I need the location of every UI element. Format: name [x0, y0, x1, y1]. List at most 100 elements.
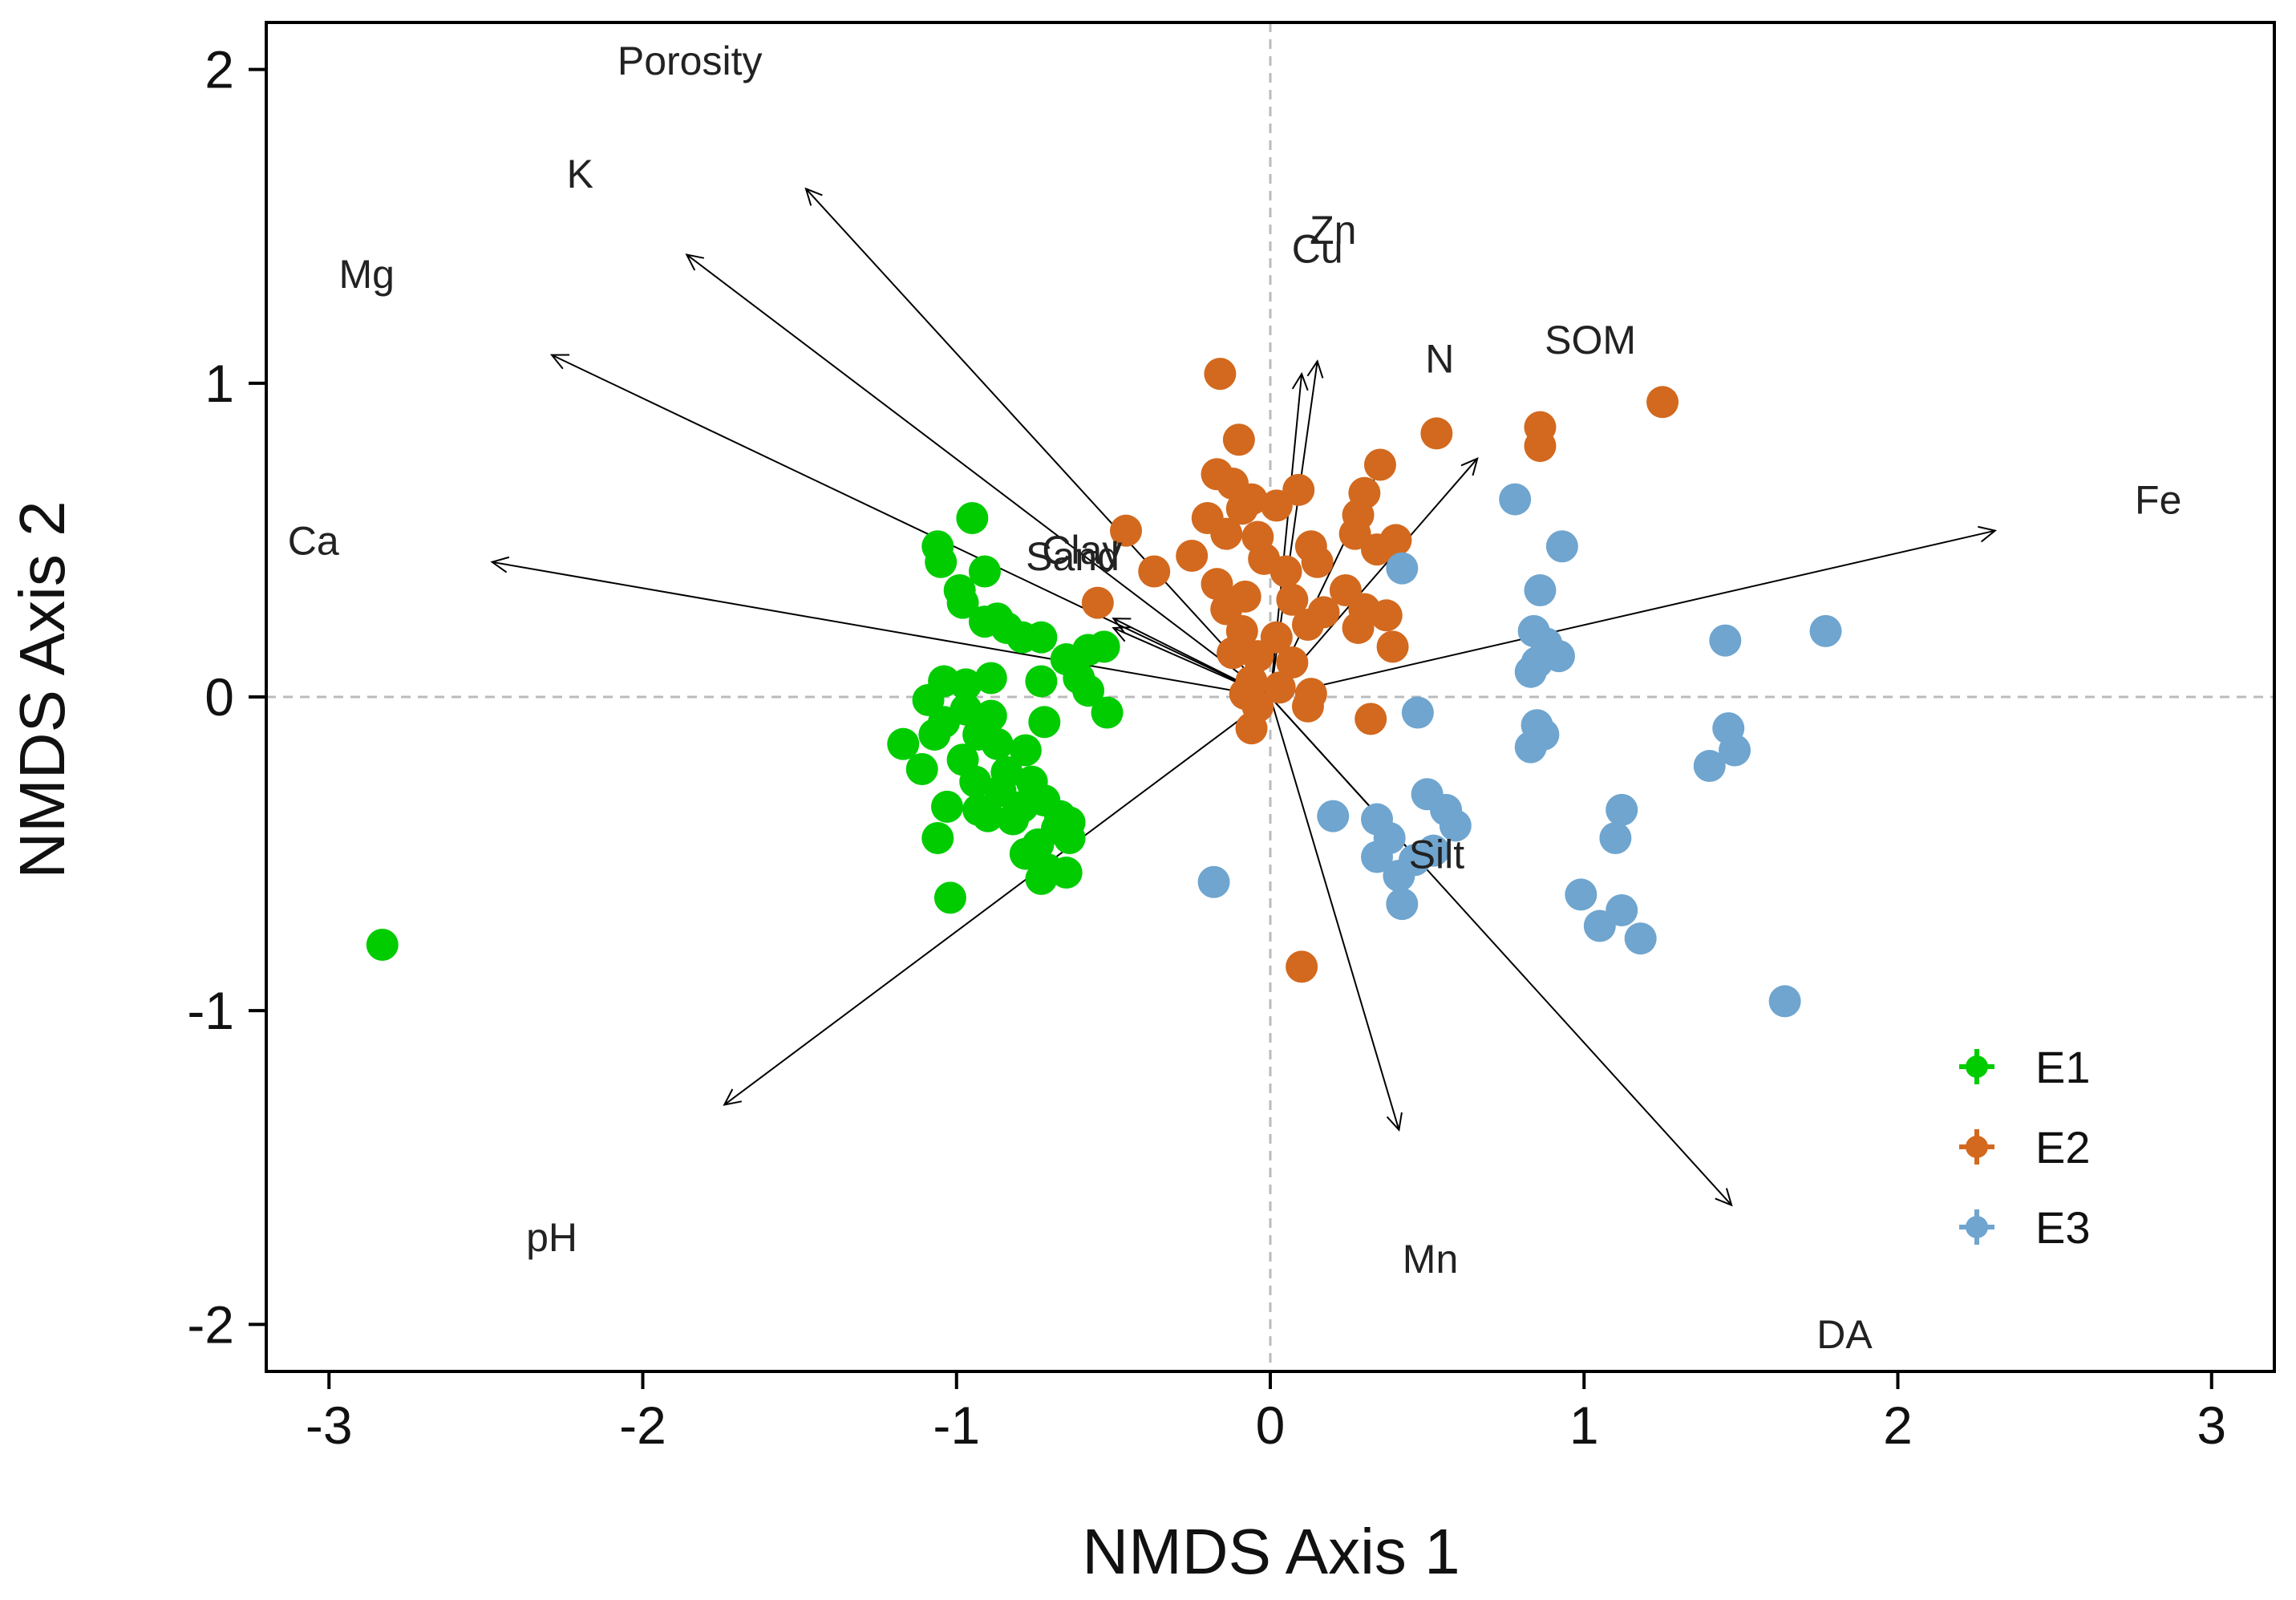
vector-arrowhead-K: [685, 253, 705, 271]
x-axis-title: NMDS Axis 1: [1082, 1516, 1460, 1587]
legend-label-E1: E1: [2035, 1042, 2091, 1092]
vector-label-Mg: Mg: [338, 252, 394, 297]
vector-label-DA: DA: [1816, 1312, 1873, 1357]
point-E3: [1317, 800, 1350, 832]
vector-label-Ca: Ca: [288, 518, 339, 563]
point-E3: [1606, 793, 1638, 826]
point-E2: [1081, 586, 1114, 619]
point-E1: [1028, 706, 1061, 739]
point-E3: [1386, 552, 1419, 585]
point-E2: [1235, 712, 1268, 745]
vector-label-Sand: Sand: [1026, 534, 1120, 579]
vector-label-Cu: Cu: [1292, 227, 1343, 272]
point-E3: [1197, 865, 1230, 898]
point-E3: [1624, 922, 1657, 955]
point-E2: [1355, 703, 1387, 735]
point-E3: [1386, 888, 1419, 921]
point-E1: [1087, 630, 1120, 663]
point-E1: [981, 727, 1014, 760]
point-E2: [1363, 448, 1396, 481]
point-E1: [931, 790, 964, 823]
point-E1: [946, 586, 979, 619]
point-E1: [1072, 674, 1105, 707]
series-E3: [1197, 483, 1842, 1018]
point-E3: [1719, 734, 1751, 767]
vector-label-Silt: Silt: [1409, 832, 1465, 877]
point-E2: [1646, 386, 1679, 419]
point-E2: [1376, 630, 1409, 663]
vector-pH: [723, 696, 1271, 1106]
point-E1: [981, 602, 1014, 635]
vector-label-Mn: Mn: [1403, 1237, 1458, 1282]
y-axis-title: NMDS Axis 2: [6, 500, 78, 878]
y-tick-label: -2: [187, 1294, 234, 1354]
point-E2: [1291, 690, 1324, 723]
point-E1: [968, 555, 1001, 588]
point-E3: [1361, 841, 1394, 873]
vector-label-Zn: Zn: [1310, 208, 1356, 253]
point-E2: [1241, 640, 1274, 673]
point-E2: [1110, 514, 1143, 547]
vector-arrowhead-Zn: [1306, 359, 1324, 379]
x-tick-label: 2: [1883, 1395, 1913, 1455]
point-E2: [1301, 545, 1334, 578]
point-E1: [887, 727, 920, 760]
point-E2: [1370, 599, 1403, 632]
x-tick-label: -1: [933, 1395, 980, 1455]
point-E3: [1383, 859, 1415, 892]
point-E1: [959, 765, 992, 798]
point-E2: [1210, 517, 1243, 550]
vector-Ca: [492, 561, 1271, 698]
point-E1: [997, 803, 1030, 836]
legend-label-E2: E2: [2035, 1122, 2091, 1173]
point-E1: [933, 881, 966, 914]
point-E1: [925, 545, 958, 578]
vector-Porosity: [805, 188, 1271, 698]
point-E3: [1514, 731, 1547, 764]
point-E1: [971, 800, 1004, 832]
point-E3: [1599, 822, 1632, 855]
point-E3: [1809, 614, 1842, 647]
point-E2: [1217, 637, 1249, 670]
vector-label-SOM: SOM: [1545, 318, 1636, 363]
point-E1: [1050, 857, 1083, 889]
point-E2: [1176, 539, 1209, 572]
point-E3: [1545, 530, 1578, 563]
point-E1: [1025, 862, 1058, 895]
point-E3: [1565, 878, 1597, 911]
point-E1: [956, 502, 989, 535]
point-E2: [1291, 609, 1324, 642]
point-E2: [1201, 568, 1233, 601]
point-E1: [1009, 734, 1042, 767]
vector-arrowhead-Fe: [1978, 525, 1998, 543]
point-E2: [1138, 555, 1171, 588]
y-tick-label: 2: [204, 40, 234, 99]
vector-label-Porosity: Porosity: [618, 38, 763, 83]
point-E1: [1025, 665, 1058, 698]
point-E2: [1379, 524, 1412, 557]
point-E3: [1768, 985, 1801, 1018]
point-E1: [918, 718, 951, 751]
y-tick-label: 0: [204, 667, 234, 727]
vector-label-K: K: [567, 152, 593, 196]
point-E1: [1091, 696, 1124, 729]
legend: E1 E2 E3: [1959, 1042, 2091, 1253]
vector-label-N: N: [1425, 337, 1454, 382]
point-E1: [905, 752, 938, 785]
vector-arrowhead-SOM: [1460, 456, 1479, 476]
x-axis: -3 -2 -1 0 1 2 3: [306, 1371, 2226, 1455]
legend-label-E3: E3: [2035, 1202, 2091, 1253]
point-E3: [1514, 655, 1547, 688]
vector-Mn: [1269, 696, 1400, 1131]
vector-arrowhead-Porosity: [804, 187, 823, 206]
vector-arrowhead-pH: [723, 1088, 743, 1106]
x-tick-label: 1: [1569, 1395, 1599, 1455]
vector-K: [686, 253, 1271, 698]
vector-label-Clay: Clay: [1042, 528, 1122, 573]
point-E2: [1524, 430, 1557, 463]
vector-DA: [1269, 696, 1732, 1206]
point-E1: [1025, 621, 1058, 654]
x-tick-label: -3: [306, 1395, 353, 1455]
y-tick-label: -1: [187, 981, 234, 1040]
